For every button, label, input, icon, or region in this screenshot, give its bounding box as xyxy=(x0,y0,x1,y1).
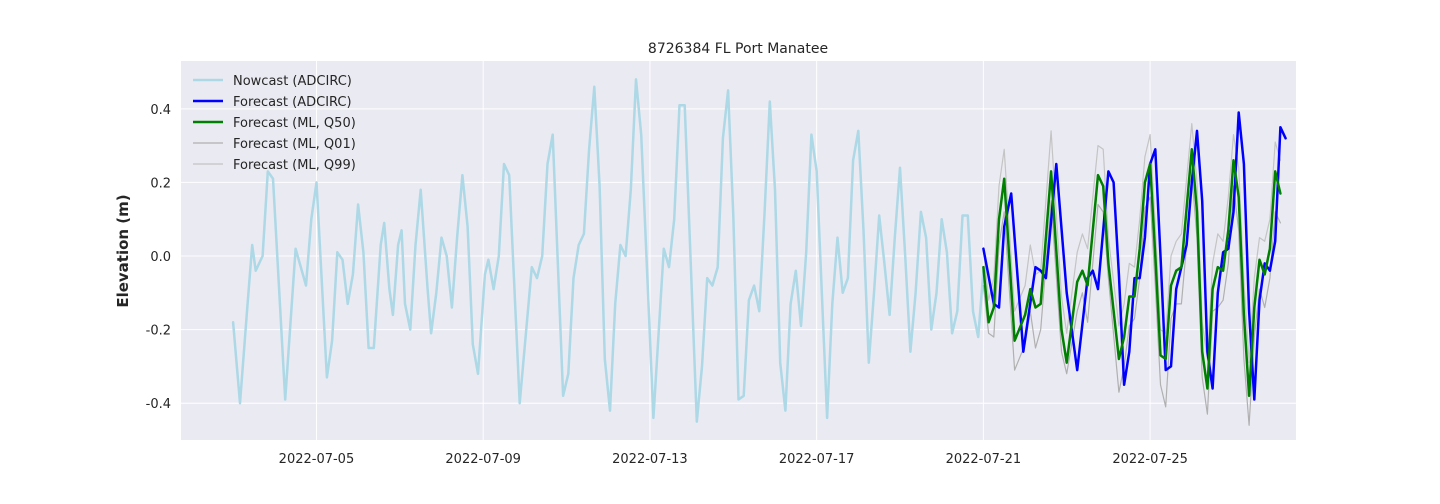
legend-entry: Forecast (ML, Q01) xyxy=(233,137,356,152)
x-tick-label: 2022-07-13 xyxy=(612,452,688,467)
y-tick-label: 0.2 xyxy=(150,176,171,191)
series-lines xyxy=(231,78,1287,426)
y-tick-label: 0.4 xyxy=(150,103,171,118)
legend-entry: Forecast (ML, Q50) xyxy=(233,116,356,131)
y-tick-label: -0.4 xyxy=(146,397,171,412)
x-tick-label: 2022-07-25 xyxy=(1112,452,1188,467)
legend-entry: Forecast (ML, Q99) xyxy=(233,158,356,173)
x-tick-label: 2022-07-09 xyxy=(445,452,521,467)
series-line-3 xyxy=(982,174,1282,426)
x-tick-label: 2022-07-17 xyxy=(779,452,855,467)
x-tick-label: 2022-07-05 xyxy=(279,452,355,467)
y-axis-label: Elevation (m) xyxy=(114,194,132,307)
legend: Nowcast (ADCIRC) Forecast (ADCIRC) Forecas… xyxy=(193,74,356,173)
series-line-1 xyxy=(982,111,1287,401)
series-line-2 xyxy=(982,148,1282,398)
legend-entry: Forecast (ADCIRC) xyxy=(233,95,352,110)
y-tick-label: -0.2 xyxy=(146,324,171,339)
legend-entry: Nowcast (ADCIRC) xyxy=(233,74,352,89)
x-tick-label: 2022-07-21 xyxy=(946,452,1022,467)
y-axis-ticks: -0.4 -0.2 0.0 0.2 0.4 xyxy=(146,103,171,412)
series-line-0 xyxy=(231,78,985,423)
x-axis-ticks: 2022-07-05 2022-07-09 2022-07-13 2022-07-17… xyxy=(279,452,1188,467)
y-tick-label: 0.0 xyxy=(150,250,171,265)
chart-title: 8726384 FL Port Manatee xyxy=(648,41,828,57)
